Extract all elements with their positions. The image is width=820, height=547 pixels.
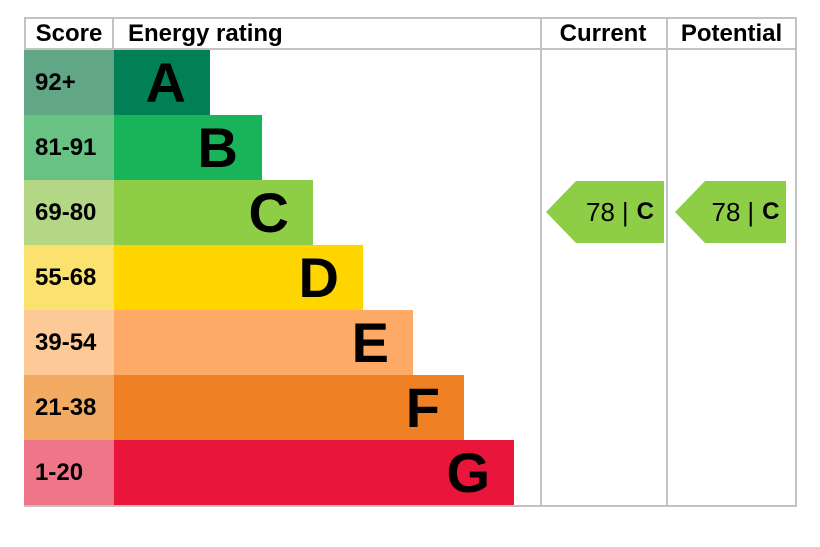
band-bar: A [114,50,210,115]
header-current: Current [559,19,647,47]
band-score-label: 92+ [35,68,76,96]
band-bar: F [114,375,464,440]
table-right-border [795,17,797,507]
band-score-label: 39-54 [35,328,97,356]
band-score-cell: 21-38 [24,375,114,440]
band-score-cell: 81-91 [24,115,114,180]
band-letter: F [405,376,440,439]
band-score-cell: 55-68 [24,245,114,310]
band-letter: D [298,246,339,309]
band-row-f: 21-38 F [24,375,797,440]
divider-potential-column [666,17,668,507]
header-energy-rating: Energy rating [128,19,283,47]
band-row-e: 39-54 E [24,310,797,375]
band-row-c: 69-80 C [24,180,797,245]
band-letter: E [351,311,389,374]
potential-rating-separator: | [747,196,755,227]
current-rating-band: C [636,198,655,225]
band-row-a: 92+ A [24,50,797,115]
band-bar: C [114,180,313,245]
band-row-b: 81-91 B [24,115,797,180]
header-row: Score Energy rating Current Potential [24,17,797,50]
epc-table: Score Energy rating Current Potential 92… [24,17,797,507]
header-potential: Potential [680,19,783,47]
divider-current-column [540,17,542,507]
band-letter: G [446,441,490,504]
band-letter: A [145,51,186,114]
table-bottom-border [24,505,797,507]
band-score-label: 69-80 [35,198,97,226]
band-rows: 92+ A 81-91 B 69-80 C 55-68 D 39-54 E 21… [24,50,797,505]
band-score-cell: 39-54 [24,310,114,375]
band-bar: B [114,115,262,180]
band-score-cell: 92+ [24,50,114,115]
header-score: Score [24,19,114,48]
band-bar: E [114,310,413,375]
current-rating-separator: | [621,196,629,227]
band-score-cell: 1-20 [24,440,114,505]
potential-rating-band: C [762,198,780,225]
band-score-label: 21-38 [35,393,97,421]
band-bar: G [114,440,514,505]
band-bar: D [114,245,363,310]
band-row-g: 1-20 G [24,440,797,505]
band-score-label: 81-91 [35,133,97,161]
band-score-label: 1-20 [35,458,84,486]
band-row-d: 55-68 D [24,245,797,310]
band-score-label: 55-68 [35,263,97,291]
potential-rating-value: 78 [711,196,741,227]
current-rating-value: 78 [585,196,615,227]
band-letter: C [248,181,289,244]
band-letter: B [197,116,238,179]
band-score-cell: 69-80 [24,180,114,245]
